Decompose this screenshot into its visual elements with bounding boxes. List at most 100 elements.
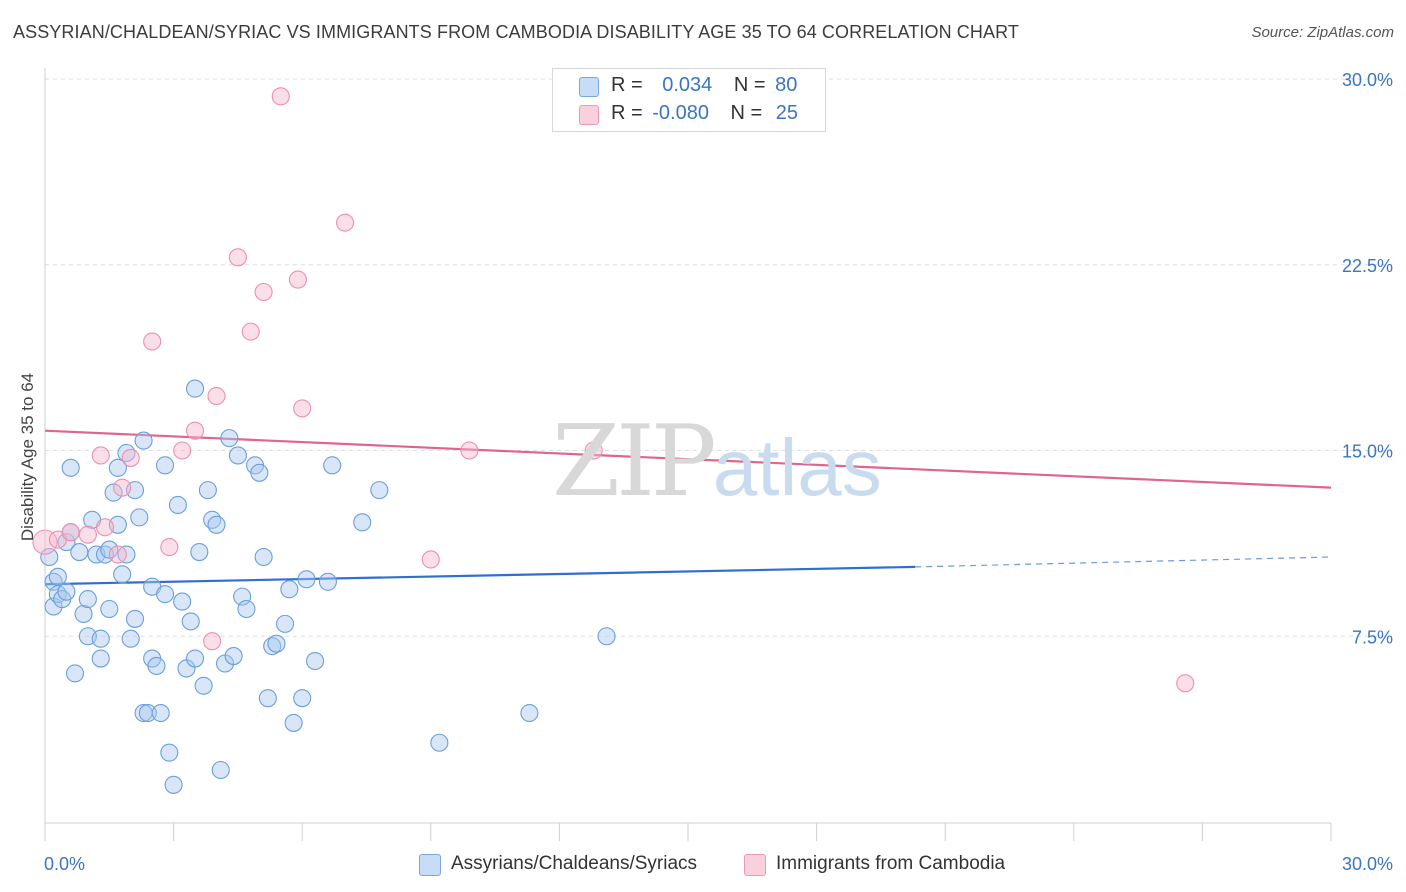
series-assyrians-points — [40, 379, 616, 794]
point-cambodia-15 — [228, 248, 247, 267]
point-cambodia-9 — [143, 332, 162, 351]
bottom-legend-label-1: Assyrians/Chaldeans/Syriacs — [451, 853, 698, 874]
point-assyrians-37 — [147, 656, 166, 676]
point-assyrians-78 — [520, 703, 539, 723]
point-cambodia-2 — [61, 523, 80, 542]
point-assyrians-31 — [130, 508, 149, 527]
trend-line-1 — [44, 565, 916, 586]
tick-labels: 7.5% 15.0% 22.5% 30.0% 0.0% 30.0% — [44, 70, 1393, 874]
point-cambodia-22 — [421, 550, 440, 569]
x-tick-label-max: 30.0% — [1342, 854, 1393, 874]
trend-line-extension-1 — [915, 556, 1332, 568]
series-cambodia-points — [32, 87, 1195, 693]
point-assyrians-38 — [151, 703, 170, 723]
point-assyrians-74 — [323, 456, 342, 475]
point-cambodia-24 — [584, 441, 603, 460]
point-assyrians-54 — [211, 760, 230, 780]
y-tick-label-1: 15.0% — [1342, 442, 1393, 462]
point-cambodia-10 — [160, 538, 179, 557]
point-cambodia-19 — [288, 270, 307, 289]
point-assyrians-49 — [190, 542, 209, 562]
point-assyrians-76 — [370, 481, 389, 500]
point-assyrians-21 — [100, 599, 119, 619]
point-assyrians-56 — [220, 429, 239, 448]
legend-stats-1: R = 0.034 N = 80 — [611, 74, 798, 96]
point-assyrians-43 — [168, 495, 187, 515]
point-assyrians-18 — [91, 629, 110, 648]
bottom-legend-swatch-pink — [744, 854, 766, 876]
point-cambodia-3 — [78, 525, 97, 544]
source-credit: Source: ZipAtlas.com — [1251, 24, 1394, 41]
point-assyrians-14 — [78, 590, 97, 609]
point-assyrians-60 — [237, 599, 256, 619]
point-assyrians-39 — [155, 456, 175, 475]
point-assyrians-22 — [104, 483, 123, 502]
y-tick-label-0: 7.5% — [1352, 627, 1393, 647]
y-tick-label-2: 22.5% — [1342, 256, 1393, 276]
point-cambodia-0 — [32, 529, 58, 555]
point-assyrians-20 — [100, 540, 119, 559]
point-assyrians-48 — [185, 649, 205, 668]
y-axis-label: Disability Age 35 to 64 — [18, 372, 37, 542]
point-assyrians-0 — [40, 547, 59, 567]
point-assyrians-72 — [306, 651, 325, 671]
point-assyrians-6 — [57, 582, 76, 601]
point-cambodia-23 — [460, 441, 479, 460]
point-assyrians-40 — [155, 585, 175, 604]
point-cambodia-7 — [113, 478, 132, 497]
point-assyrians-68 — [280, 580, 299, 599]
point-assyrians-53 — [207, 515, 226, 534]
point-assyrians-42 — [164, 775, 183, 794]
legend-swatch-blue — [579, 77, 599, 97]
point-assyrians-12 — [74, 604, 93, 624]
point-assyrians-66 — [267, 634, 286, 653]
point-assyrians-41 — [160, 743, 179, 762]
point-assyrians-67 — [276, 614, 295, 633]
point-assyrians-71 — [297, 570, 316, 589]
point-assyrians-23 — [108, 458, 127, 477]
y-tick-label-3: 30.0% — [1342, 70, 1393, 90]
point-assyrians-10 — [65, 664, 85, 683]
point-assyrians-47 — [185, 379, 205, 398]
point-cambodia-17 — [254, 282, 273, 302]
point-cambodia-21 — [336, 213, 355, 232]
point-cambodia-20 — [293, 399, 312, 418]
point-cambodia-8 — [121, 448, 140, 467]
point-assyrians-58 — [228, 446, 247, 465]
point-cambodia-25 — [1176, 674, 1195, 693]
point-assyrians-44 — [173, 592, 192, 611]
point-assyrians-64 — [258, 689, 277, 708]
point-cambodia-12 — [185, 421, 205, 440]
axes — [44, 68, 1332, 841]
point-assyrians-51 — [198, 481, 217, 500]
point-assyrians-73 — [318, 572, 337, 591]
trend-line-2 — [44, 429, 1332, 489]
point-cambodia-11 — [173, 441, 192, 460]
point-assyrians-62 — [250, 463, 269, 482]
point-assyrians-11 — [70, 542, 89, 562]
point-cambodia-5 — [95, 518, 115, 537]
point-assyrians-25 — [113, 565, 132, 584]
point-assyrians-50 — [194, 676, 213, 695]
point-assyrians-46 — [181, 612, 200, 631]
bottom-legend-swatch-blue — [419, 854, 441, 876]
point-assyrians-75 — [353, 513, 372, 532]
chart-title: ASSYRIAN/CHALDEAN/SYRIAC VS IMMIGRANTS F… — [13, 22, 1019, 42]
point-assyrians-79 — [597, 627, 616, 646]
point-cambodia-18 — [271, 87, 290, 106]
point-cambodia-6 — [108, 545, 127, 564]
legend-stats-2: R = -0.080 N = 25 — [611, 102, 799, 124]
point-cambodia-13 — [203, 632, 222, 651]
trend-lines — [44, 429, 1332, 586]
point-cambodia-16 — [241, 322, 260, 341]
point-assyrians-63 — [254, 547, 273, 567]
point-assyrians-34 — [138, 703, 157, 723]
point-assyrians-69 — [284, 713, 303, 732]
stats-legend: R = 0.034 N = 80 R = -0.080 N = 25 — [552, 68, 826, 132]
point-cambodia-14 — [207, 386, 226, 406]
bottom-legend-label-2: Immigrants from Cambodia — [776, 853, 1006, 874]
gridlines — [45, 78, 1392, 637]
point-assyrians-33 — [134, 431, 153, 450]
point-assyrians-17 — [91, 649, 110, 668]
